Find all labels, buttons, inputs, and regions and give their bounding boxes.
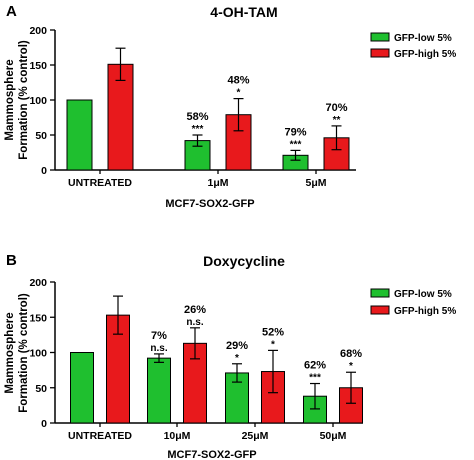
panel-b-ylabel-line1: Mammosphere [4, 312, 16, 393]
bar [70, 352, 94, 424]
significance-label: * [349, 361, 353, 372]
significance-label: *** [309, 373, 321, 384]
legend-swatch-gfp-low [370, 288, 390, 298]
percent-label: 52% [262, 326, 284, 338]
panel-a-ylabel-line1: Mammosphere [4, 59, 16, 140]
significance-label: ** [333, 115, 341, 126]
significance-label: n.s. [150, 343, 167, 354]
percent-label: 68% [340, 348, 362, 360]
bar [147, 357, 171, 424]
significance-label: *** [192, 124, 204, 135]
bar [66, 99, 93, 171]
panel-b-letter: B [6, 252, 17, 269]
x-tick-label: 25μM [242, 430, 269, 442]
y-tick-label: 200 [29, 277, 47, 289]
panel-a-letter: A [6, 3, 17, 20]
y-tick-label: 0 [41, 418, 47, 430]
panel-a-ylabel-line2: Formation (% control) [18, 40, 30, 160]
percent-label: 62% [304, 360, 326, 372]
panel-b-ylabel-line2: Formation (% control) [18, 293, 30, 413]
percent-label: 48% [227, 75, 249, 87]
significance-label: n.s. [186, 317, 203, 328]
y-tick-label: 50 [35, 383, 47, 395]
y-tick-label: 150 [29, 60, 47, 72]
legend-swatch-gfp-low [370, 32, 390, 42]
panel-b-title: Doxycycline [203, 253, 285, 269]
panel-a-legend: GFP-low 5% GFP-high 5% [370, 32, 456, 60]
x-tick-label: 50μM [320, 430, 347, 442]
legend-swatch-gfp-high [370, 305, 390, 315]
significance-label: * [235, 353, 239, 364]
y-tick-label: 100 [29, 348, 47, 360]
y-tick-label: 100 [29, 95, 47, 107]
x-tick-label: 1μM [207, 177, 228, 189]
y-tick-label: 150 [29, 312, 47, 324]
x-tick-label: UNTREATED [68, 430, 132, 442]
x-tick-label: UNTREATED [68, 177, 132, 189]
percent-label: 29% [226, 340, 248, 352]
panel-a-title: 4-OH-TAM [210, 4, 277, 20]
x-tick-label: 5μM [305, 177, 326, 189]
legend-label-gfp-high: GFP-high 5% [394, 306, 456, 317]
significance-label: * [237, 88, 241, 99]
legend-label-gfp-high: GFP-high 5% [394, 49, 456, 60]
panel-b-legend: GFP-low 5% GFP-high 5% [370, 288, 456, 317]
y-tick-label: 0 [41, 165, 47, 177]
percent-label: 26% [184, 304, 206, 316]
percent-label: 79% [284, 126, 306, 138]
bar [107, 63, 134, 171]
significance-label: *** [290, 139, 302, 150]
y-tick-label: 200 [29, 25, 47, 37]
legend-label-gfp-low: GFP-low 5% [394, 289, 452, 300]
significance-label: * [271, 339, 275, 350]
panel-b-xlabel: MCF7-SOX2-GFP [167, 449, 256, 460]
x-tick-label: 10μM [164, 430, 191, 442]
legend-label-gfp-low: GFP-low 5% [394, 33, 452, 44]
percent-label: 58% [186, 111, 208, 123]
y-tick-label: 50 [35, 130, 47, 142]
percent-label: 70% [325, 102, 347, 114]
panel-a-xlabel: MCF7-SOX2-GFP [165, 198, 254, 210]
legend-swatch-gfp-high [370, 48, 390, 58]
percent-label: 7% [151, 330, 167, 342]
